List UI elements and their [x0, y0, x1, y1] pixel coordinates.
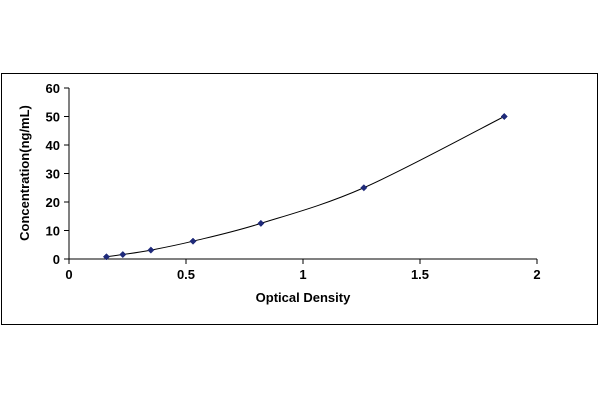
data-points — [102, 112, 508, 261]
y-axis-ticks: 0 10 20 30 40 50 60 — [46, 81, 69, 267]
y-tick-label: 20 — [46, 195, 60, 210]
x-axis-ticks: 0 0.5 1 1.5 2 — [65, 259, 541, 282]
y-tick-label: 0 — [53, 252, 60, 267]
x-tick-label: 0.5 — [177, 267, 195, 282]
y-tick-label: 40 — [46, 138, 60, 153]
x-tick-label: 1 — [299, 267, 306, 282]
x-tick-label: 1.5 — [411, 267, 429, 282]
y-tick-label: 60 — [46, 81, 60, 96]
data-point — [257, 219, 265, 227]
y-tick-label: 50 — [46, 110, 60, 125]
data-point — [360, 184, 368, 192]
data-point — [500, 112, 508, 121]
chart-frame — [1, 73, 598, 325]
x-tick-label: 0 — [65, 267, 72, 282]
x-tick-label: 2 — [533, 267, 540, 282]
data-point — [147, 246, 155, 254]
y-tick-label: 30 — [46, 167, 60, 182]
y-tick-label: 10 — [46, 224, 60, 239]
x-axis-title: Optical Density — [256, 290, 351, 305]
y-axis-title: Concentration(ng/mL) — [17, 105, 32, 241]
data-point — [102, 253, 110, 261]
data-point — [119, 251, 127, 259]
data-point — [189, 237, 197, 245]
